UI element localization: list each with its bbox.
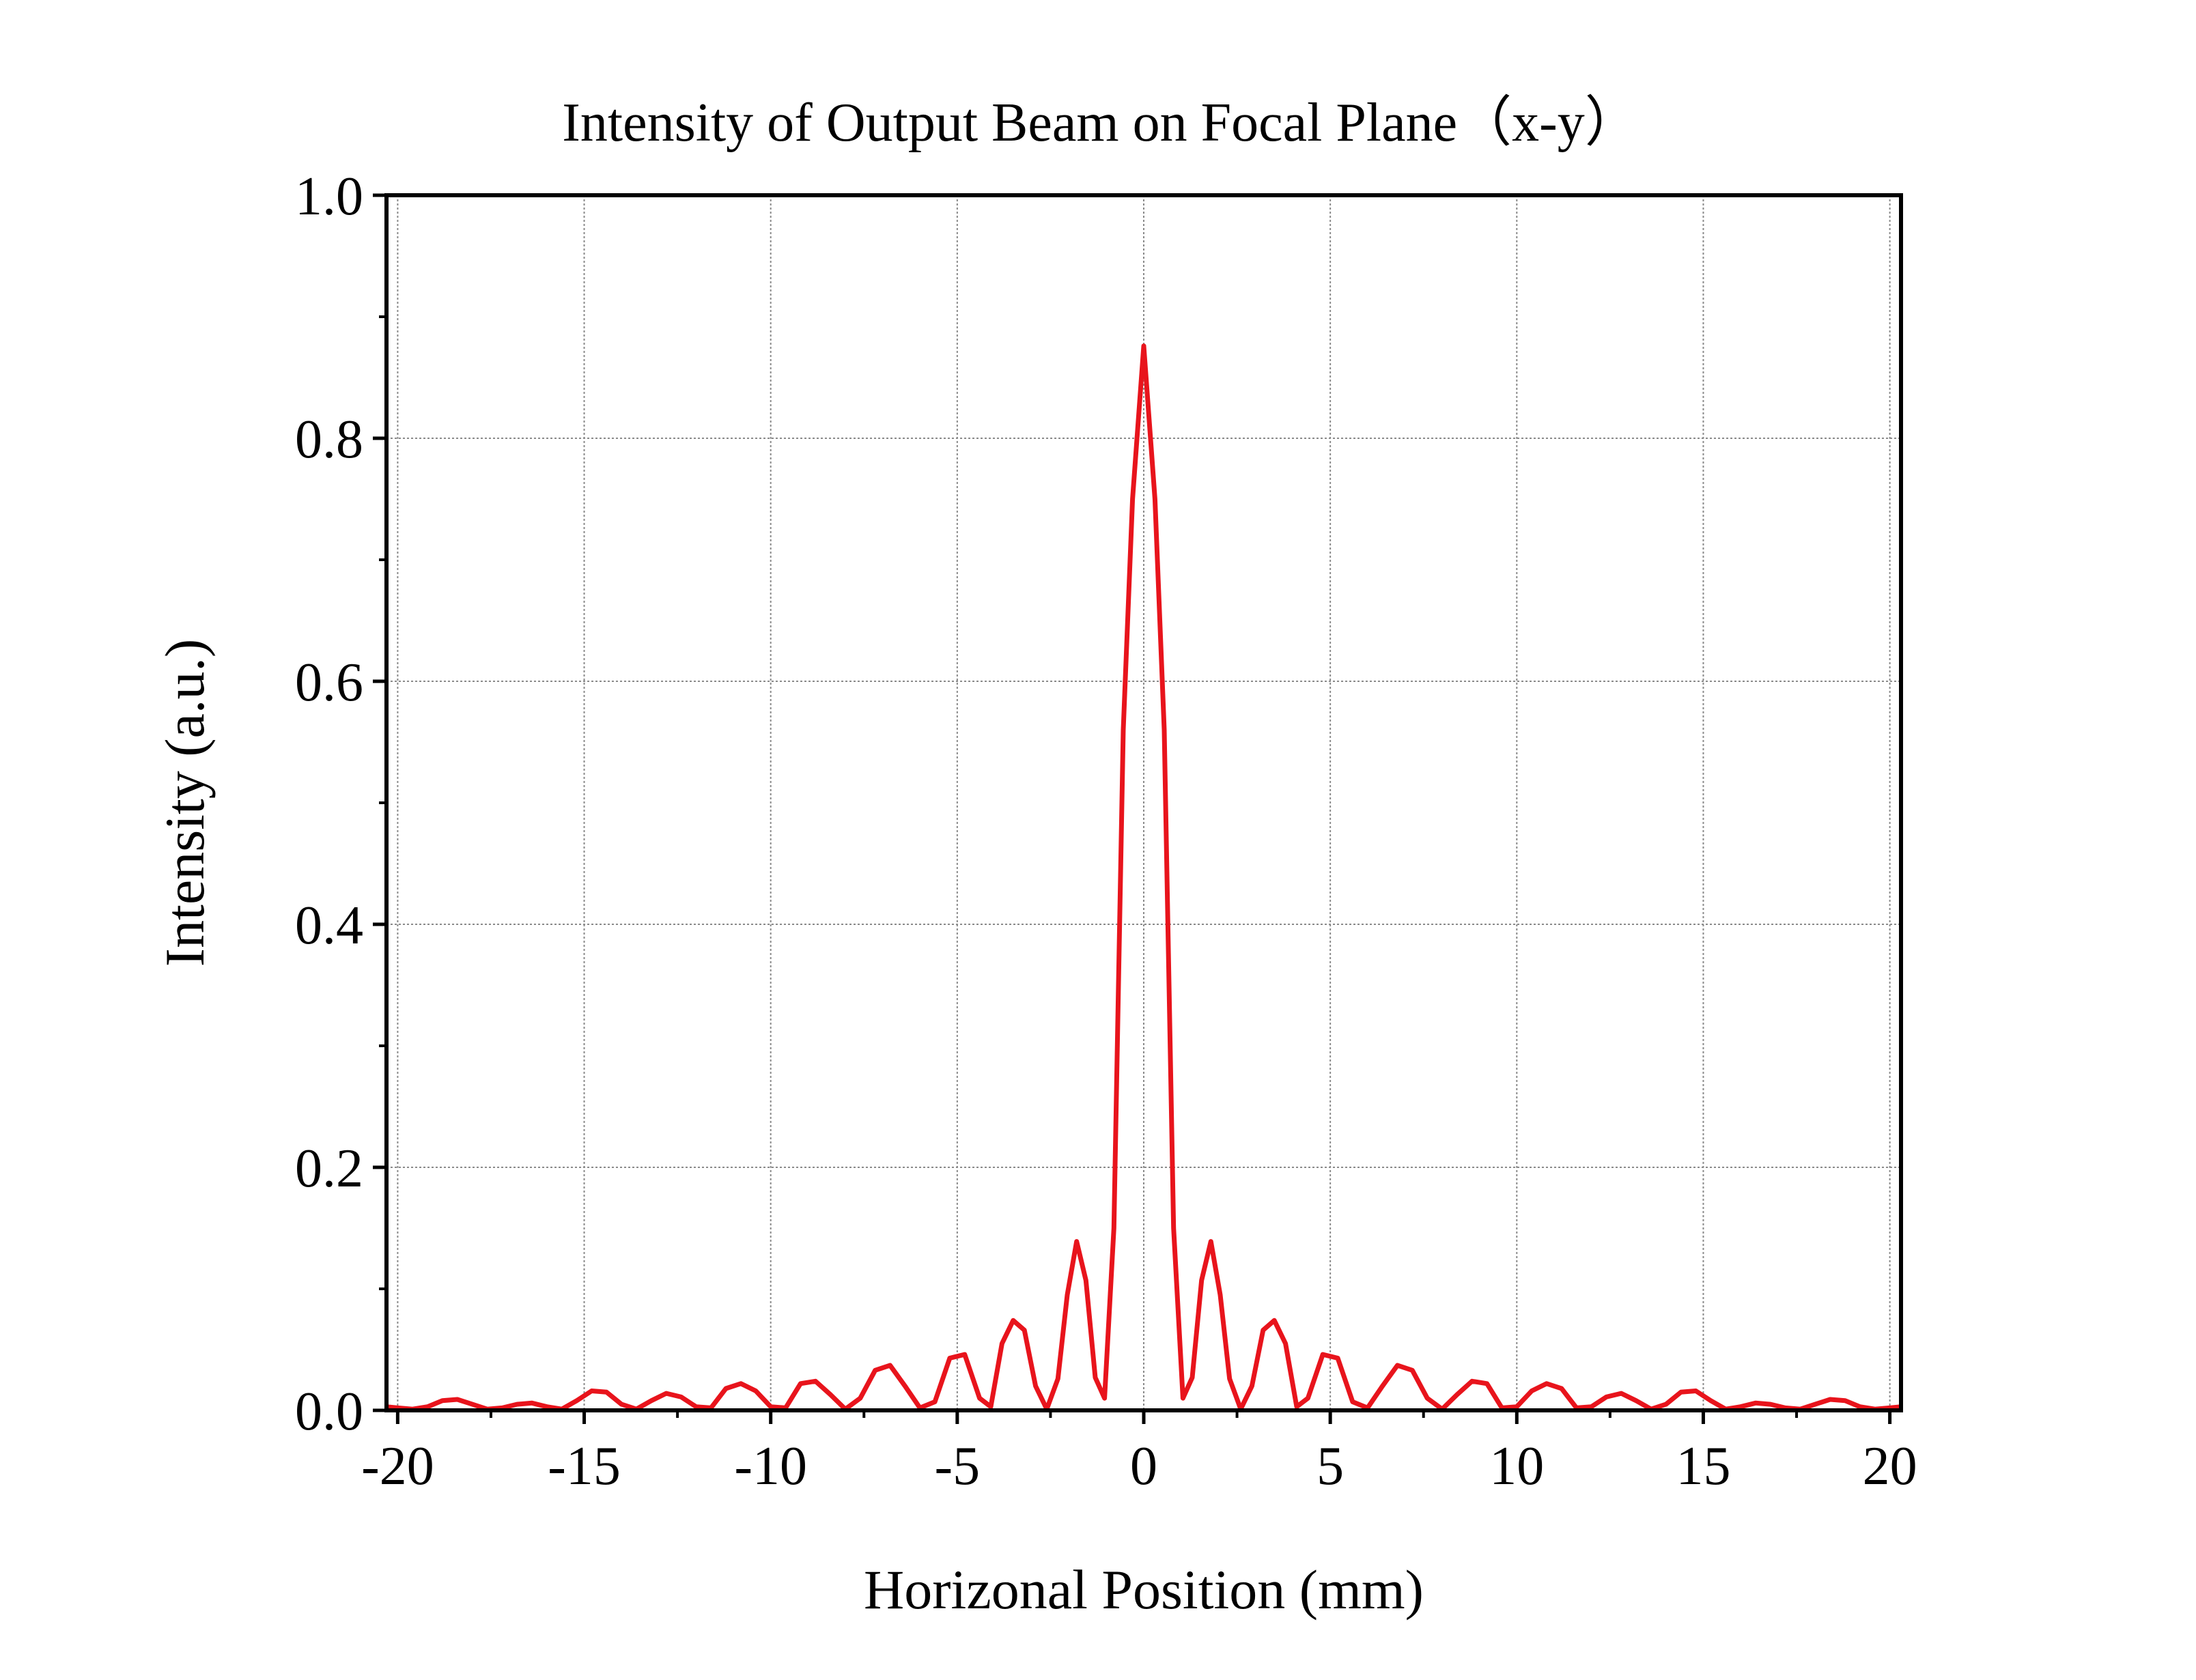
tick-labels: -20 -15 -10 -5 0 5 10 15 20 0.0 0.2 0.4 0.6 0.8 1.0: [295, 167, 1917, 1496]
series-line: [386, 343, 1902, 1412]
y-tick-label: 0.2: [295, 1139, 363, 1199]
y-tick-label: 0.0: [295, 1382, 363, 1442]
x-tick-label: 20: [1863, 1436, 1917, 1496]
plot-frame: [384, 193, 1903, 1412]
grid: [386, 195, 1901, 1410]
x-axis-label: Horizonal Position (mm): [864, 1558, 1424, 1621]
y-tick-label: 0.4: [295, 896, 363, 956]
x-tick-label: 0: [1130, 1436, 1157, 1496]
x-tick-label: 15: [1676, 1436, 1730, 1496]
y-axis-label: Intensity (a.u.): [154, 639, 216, 967]
x-tick-label: 5: [1317, 1436, 1344, 1496]
y-tick-label: 1.0: [295, 167, 363, 227]
series-group: [386, 343, 1902, 1412]
x-tick-label: -10: [734, 1436, 807, 1496]
x-tick-label: 10: [1489, 1436, 1544, 1496]
y-tick-label: 0.8: [295, 410, 363, 470]
axis-ticks: [373, 193, 1892, 1424]
y-tick-label: 0.6: [295, 653, 363, 713]
chart-title: Intensity of Output Beam on Focal Plane（…: [562, 93, 1639, 153]
x-tick-label: -15: [548, 1436, 621, 1496]
x-tick-label: -20: [361, 1436, 434, 1496]
x-tick-label: -5: [935, 1436, 981, 1496]
